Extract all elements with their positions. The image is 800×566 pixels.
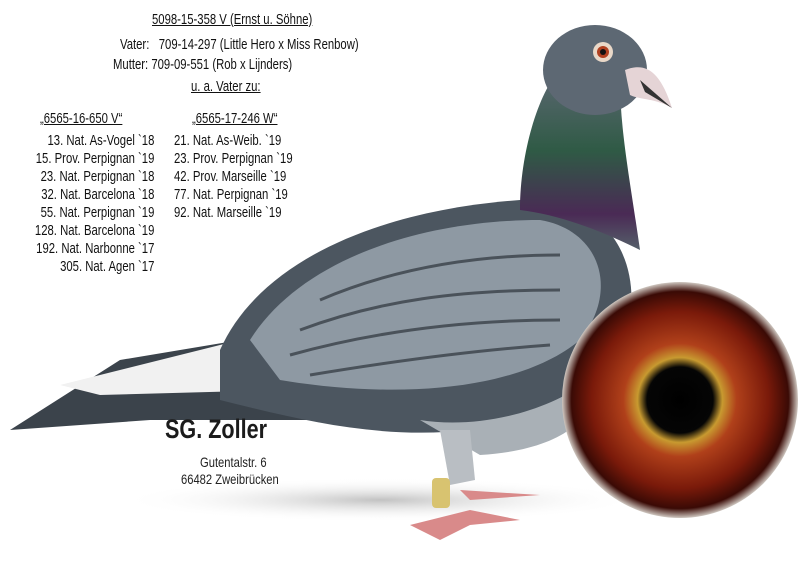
result-row: 192. Nat. Narbonne `17 [36, 241, 155, 257]
shadow [120, 478, 640, 522]
pigeon-leg [440, 430, 475, 485]
leg-ring [432, 478, 450, 508]
result-row: 23. Prov. Perpignan `19 [174, 151, 293, 167]
result-row: 21. Nat. As-Weib. `19 [174, 133, 282, 149]
pigeon-feet [410, 490, 540, 540]
result-row: 305. Nat. Agen `17 [60, 259, 155, 275]
father-line: Vater: 709-14-297 (Little Hero x Miss Re… [120, 37, 359, 53]
breeder-street: Gutentalstr. 6 [200, 454, 267, 470]
result-row: 23. Nat. Perpignan `18 [40, 169, 155, 185]
result-row: 55. Nat. Perpignan `19 [40, 205, 155, 221]
pigeon-neck [520, 70, 640, 250]
result-row: 32. Nat. Barcelona `18 [41, 187, 155, 203]
result-row: 42. Prov. Marseille `19 [174, 169, 287, 185]
result-row: 15. Prov. Perpignan `19 [35, 151, 155, 167]
offspring-heading-2: „6565-17-246 W“ [192, 111, 278, 127]
father-of-heading: u. a. Vater zu: [191, 79, 261, 95]
result-row: 13. Nat. As-Vogel `18 [47, 133, 155, 149]
offspring-results-1: 13. Nat. As-Vogel `18 15. Prov. Perpigna… [14, 132, 154, 276]
pigeon-head [543, 25, 647, 115]
pedigree-title: 5098-15-358 V (Ernst u. Söhne) [152, 12, 313, 28]
result-row: 92. Nat. Marseille `19 [174, 205, 282, 221]
breeder-city: 66482 Zweibrücken [181, 471, 279, 487]
breeder-name: SG. Zoller [165, 414, 268, 444]
result-row: 128. Nat. Barcelona `19 [34, 223, 155, 239]
offspring-results-2: 21. Nat. As-Weib. `19 23. Prov. Perpigna… [174, 132, 293, 222]
result-row: 77. Nat. Perpignan `19 [174, 187, 288, 203]
eye-inset [562, 282, 798, 518]
mother-line: Mutter: 709-09-551 (Rob x Lijnders) [113, 57, 293, 73]
offspring-heading-1: „6565-16-650 V“ [40, 111, 123, 127]
